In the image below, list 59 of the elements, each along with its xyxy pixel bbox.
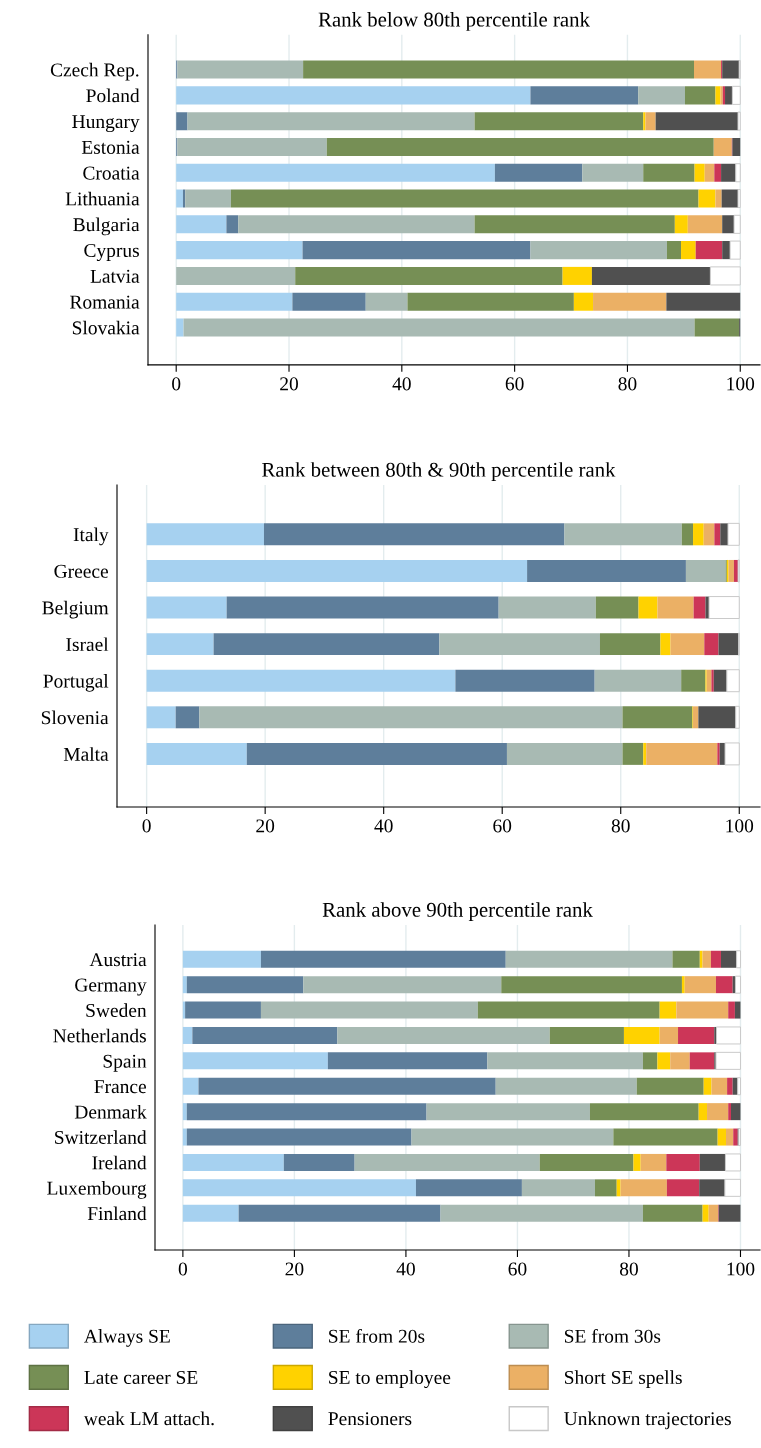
y-tick-label: Finland <box>87 1206 147 1221</box>
x-tick-label: 60 <box>508 1262 527 1276</box>
y-tick-label: Germany <box>75 978 147 996</box>
y-tick-label: France <box>94 1080 146 1094</box>
x-tick-label: 40 <box>392 377 411 391</box>
x-tick-label: 0 <box>142 819 151 833</box>
legend-label: weak LM attach. <box>83 1411 214 1426</box>
x-tick-label: 20 <box>285 1262 304 1276</box>
legend-label: Pensioners <box>328 1412 412 1426</box>
y-tick-label: Latvia <box>90 269 140 283</box>
x-tick-label: 40 <box>374 819 393 833</box>
x-tick-label: 40 <box>396 1262 415 1276</box>
y-tick-label: Switzerland <box>55 1130 147 1144</box>
y-tick-label: Romania <box>70 295 140 309</box>
y-tick-label: Austria <box>89 953 147 967</box>
legend-label: SE to employee <box>329 1370 451 1389</box>
x-tick-label: 0 <box>178 1262 187 1276</box>
x-tick-label: 20 <box>280 377 298 391</box>
legend-label: Unknown trajectories <box>564 1411 731 1430</box>
y-tick-label: Lithuania <box>65 191 140 206</box>
y-tick-label: Sweden <box>86 1003 147 1017</box>
x-tick-label: 0 <box>172 377 181 391</box>
x-tick-label: 60 <box>493 819 512 833</box>
x-tick-label: 60 <box>505 377 524 391</box>
y-tick-label: Estonia <box>81 140 140 154</box>
y-tick-label: Slovenia <box>41 710 109 725</box>
x-tick-label: 100 <box>727 1262 755 1276</box>
chart-title: Rank between 80th & 90th percentile rank <box>262 462 616 482</box>
chart-title: Rank below 80th percentile rank <box>318 11 590 31</box>
y-tick-label: Spain <box>103 1054 147 1072</box>
x-tick-label: 80 <box>618 377 637 391</box>
legend-label: Late career SE <box>84 1370 198 1385</box>
legend-label: SE from 30s <box>565 1328 661 1343</box>
x-tick-label: 80 <box>611 819 630 833</box>
y-tick-label: Cyprus <box>84 243 139 262</box>
y-tick-label: Croatia <box>83 166 140 180</box>
y-tick-label: Poland <box>86 88 140 103</box>
y-tick-label: Ireland <box>92 1155 147 1170</box>
legend-label: Short SE spells <box>565 1370 682 1388</box>
y-tick-label: Denmark <box>74 1104 147 1119</box>
chart-title: Rank above 90th percentile rank <box>322 902 593 922</box>
legend-label: SE from 20s <box>329 1328 425 1343</box>
x-tick-label: 20 <box>256 819 275 833</box>
y-tick-label: Belgium <box>42 600 109 619</box>
y-tick-label: Slovakia <box>72 320 140 335</box>
y-tick-label: Portugal <box>43 673 109 692</box>
legend-label: Always SE <box>84 1329 170 1347</box>
y-tick-label: Italy <box>73 527 109 546</box>
x-tick-label: 100 <box>726 819 754 833</box>
y-tick-label: Luxembourg <box>47 1181 147 1199</box>
y-tick-label: Bulgaria <box>73 217 140 236</box>
y-tick-label: Malta <box>63 747 109 761</box>
y-tick-label: Greece <box>54 564 108 578</box>
y-tick-label: Czech Rep. <box>50 62 139 81</box>
y-tick-label: Netherlands <box>53 1028 146 1043</box>
y-tick-label: Hungary <box>72 115 140 133</box>
y-tick-label: Israel <box>66 637 109 652</box>
x-tick-label: 100 <box>727 377 755 391</box>
x-tick-label: 80 <box>619 1262 638 1276</box>
